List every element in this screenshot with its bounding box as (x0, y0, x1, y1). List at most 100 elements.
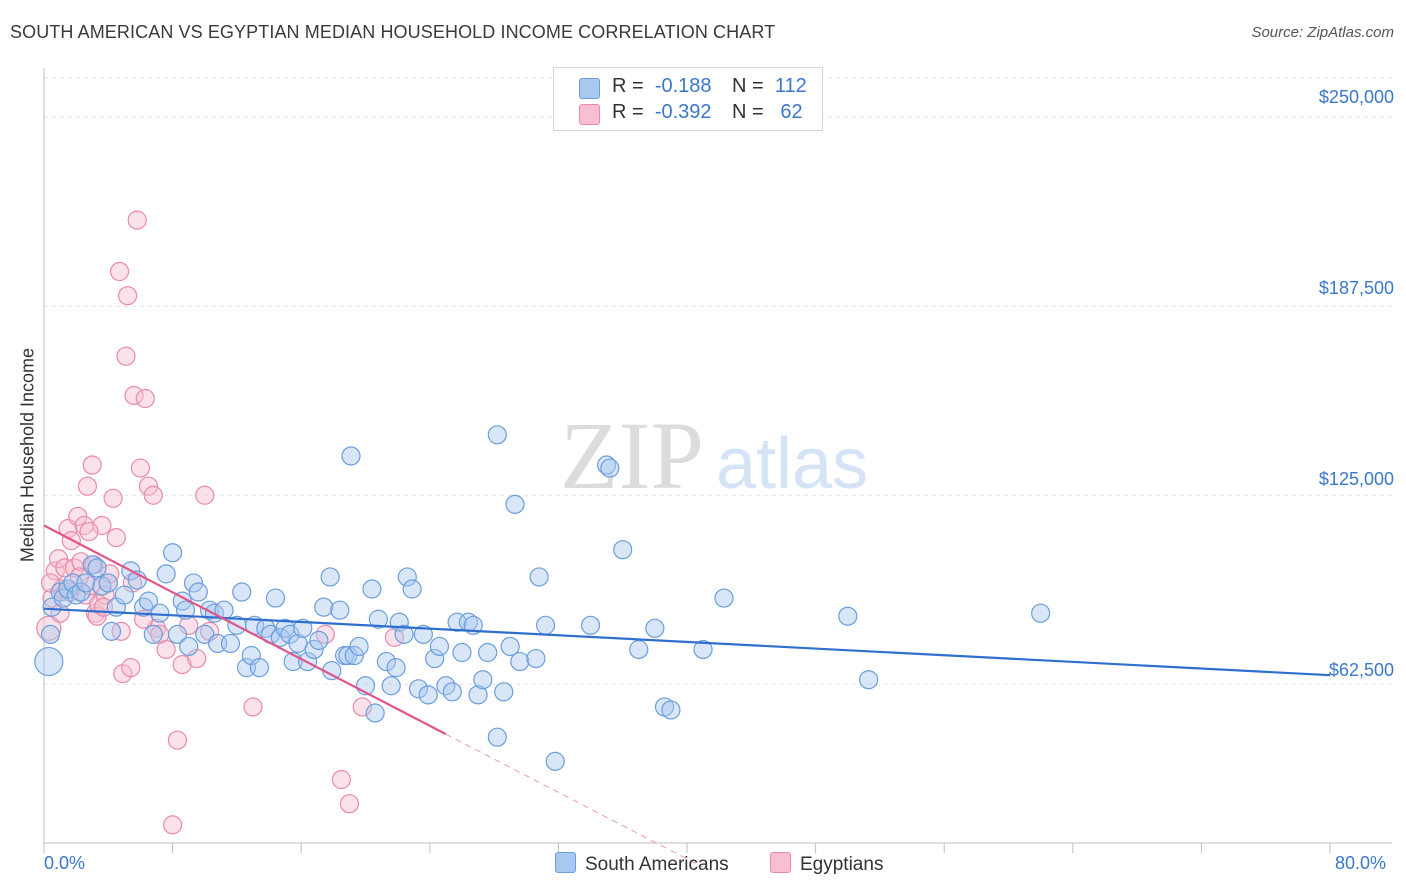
data-point (243, 697, 263, 717)
data-point (529, 567, 549, 587)
data-point (629, 639, 649, 660)
data-point (535, 615, 556, 635)
data-point (714, 588, 734, 608)
data-point (293, 618, 313, 638)
data-point (386, 658, 406, 678)
data-point (478, 642, 498, 663)
legend-r: R = -0.188 (612, 75, 712, 98)
data-point (232, 582, 252, 602)
legend-label: Egyptians (800, 854, 884, 875)
bottom-legend-egyptians[interactable]: Egyptians (770, 852, 883, 876)
y-axis-label: Median Household Income (17, 347, 38, 563)
data-point (143, 485, 163, 505)
data-point (103, 488, 123, 508)
data-point (117, 286, 138, 306)
data-point (1031, 603, 1051, 623)
data-point (220, 633, 241, 654)
data-point (116, 346, 136, 366)
y-tick-label: $125,000 (1318, 469, 1394, 489)
trend-line (43, 524, 447, 736)
data-point (163, 543, 183, 563)
data-point (473, 670, 493, 690)
data-point (138, 591, 159, 611)
data-point (127, 210, 147, 230)
data-point (344, 645, 364, 666)
legend-n-value: 112 (774, 75, 807, 97)
data-point (109, 261, 130, 282)
south-americans-points (34, 425, 1051, 771)
chart-source: Source: ZipAtlas.com (1251, 24, 1394, 41)
data-point (349, 636, 369, 657)
bottom-legend-south-americans[interactable]: South Americans (555, 852, 729, 876)
legend-swatch-egyptians (770, 852, 791, 873)
data-point (487, 425, 507, 445)
data-point (130, 458, 151, 478)
y-tick-label: $187,500 (1318, 278, 1394, 298)
data-point (418, 685, 438, 705)
watermark-zip: ZIP (560, 402, 704, 509)
data-point (402, 579, 422, 599)
data-point (494, 682, 514, 702)
data-point (413, 624, 433, 644)
data-point (394, 624, 414, 644)
legend-swatch-south-americans (555, 852, 576, 873)
y-tick-label: $62,500 (1328, 660, 1394, 680)
data-point (195, 485, 215, 505)
data-point (314, 597, 334, 617)
data-point (597, 455, 617, 475)
legend-swatch-south-americans (579, 78, 600, 99)
legend-n-label: N = (732, 75, 764, 97)
data-point (330, 600, 350, 620)
data-point (87, 558, 107, 578)
data-point (188, 582, 208, 602)
data-point (376, 651, 396, 672)
data-point (362, 579, 382, 599)
watermark-atlas: atlas (716, 424, 868, 504)
data-point (111, 621, 131, 641)
data-point (114, 585, 134, 605)
x-tick-label-min: 0.0% (44, 853, 86, 873)
data-point (580, 615, 601, 635)
data-point (77, 476, 98, 496)
legend-n: N = 112 (732, 75, 807, 98)
data-point (452, 642, 472, 663)
watermark: ZIP atlas (560, 402, 868, 509)
legend-n: N = 62 (732, 101, 803, 124)
data-point (98, 573, 118, 593)
data-point (859, 670, 879, 690)
data-point (510, 651, 530, 672)
data-point (645, 618, 665, 638)
data-point (82, 455, 102, 475)
data-point (156, 639, 176, 660)
data-point (429, 636, 450, 657)
data-point (34, 646, 64, 677)
data-point (304, 639, 324, 660)
data-point (143, 624, 163, 644)
data-point (368, 609, 388, 629)
data-point (101, 621, 122, 641)
stats-legend: R = -0.188 N = 112 R = -0.392 N = 62 (553, 67, 823, 131)
data-point (124, 385, 144, 406)
data-point (693, 639, 713, 660)
data-point (341, 446, 361, 466)
data-point (505, 494, 525, 514)
data-point (397, 567, 417, 587)
data-point (249, 658, 270, 678)
chart-title: SOUTH AMERICAN VS EGYPTIAN MEDIAN HOUSEH… (10, 22, 776, 42)
x-tick-label-max: 80.0% (1335, 853, 1387, 873)
data-point (163, 815, 183, 835)
axes (43, 68, 1392, 853)
data-point (76, 573, 96, 593)
data-point (36, 615, 62, 641)
data-point (526, 648, 546, 669)
data-point (71, 582, 91, 602)
data-point (425, 648, 445, 669)
data-point (172, 655, 192, 675)
data-point (320, 567, 340, 587)
data-point (265, 588, 286, 608)
legend-label: South Americans (585, 854, 729, 875)
legend-swatch-egyptians (579, 104, 600, 125)
data-point (138, 476, 159, 496)
legend-r-label: R = (612, 101, 644, 123)
